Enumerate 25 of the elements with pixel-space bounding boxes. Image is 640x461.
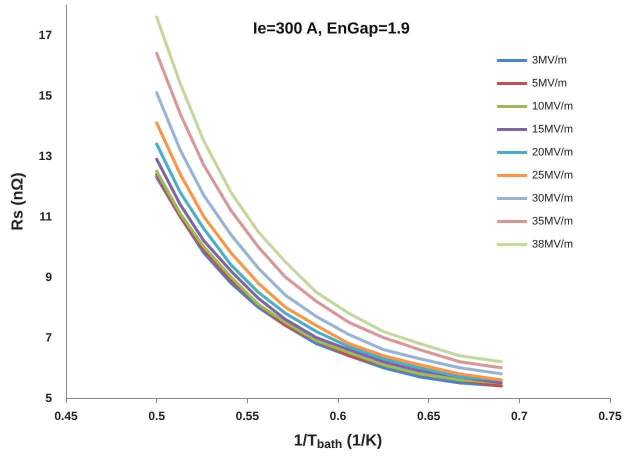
legend-label: 25MV/m xyxy=(532,170,574,182)
legend-label: 20MV/m xyxy=(532,146,574,158)
x-tick-label: 0.75 xyxy=(598,409,622,423)
x-tick-label: 0.55 xyxy=(236,409,260,423)
legend-label: 10MV/m xyxy=(532,100,574,112)
x-tick-label: 0.6 xyxy=(330,409,347,423)
x-tick-label: 0.7 xyxy=(510,409,528,423)
y-tick-label: 15 xyxy=(38,88,52,103)
x-tick-label: 0.45 xyxy=(54,409,78,423)
y-tick-label: 13 xyxy=(38,149,52,164)
x-tick-label: 0.5 xyxy=(148,409,166,423)
y-tick-label: 7 xyxy=(45,330,52,345)
y-tick-label: 5 xyxy=(45,391,52,405)
y-tick-label: 11 xyxy=(39,210,52,224)
legend-label: 38MV/m xyxy=(532,238,574,250)
x-tick-label: 0.65 xyxy=(416,409,441,423)
legend-label: 5MV/m xyxy=(532,78,567,90)
legend-label: 15MV/m xyxy=(532,124,574,136)
legend-label: 30MV/m xyxy=(532,192,574,204)
y-tick-label: 17 xyxy=(38,28,52,42)
legend-label: 35MV/m xyxy=(532,216,574,228)
text: Ie=300 A, EnGap=1.9 xyxy=(253,20,410,38)
y-tick-label: 9 xyxy=(45,270,52,284)
y-axis-title: Rs (nΩ) xyxy=(10,172,26,231)
legend-label: 3MV/m xyxy=(532,54,567,66)
